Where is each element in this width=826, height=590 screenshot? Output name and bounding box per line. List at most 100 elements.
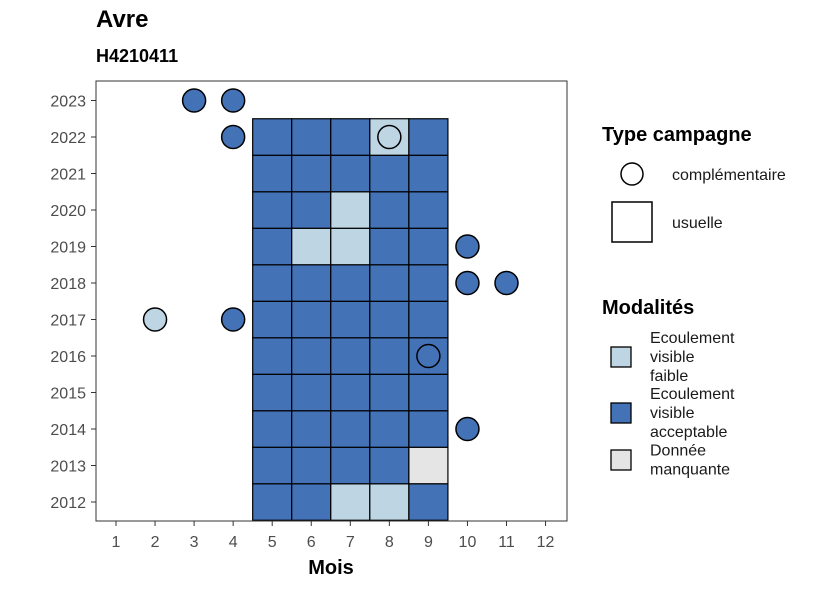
tile-2018-9	[408, 264, 449, 302]
legend-modalite-label-2-1: manquante	[650, 462, 730, 479]
tile-2013-8	[369, 446, 410, 485]
tile-2014-9	[408, 410, 449, 448]
tile-2016-7	[330, 337, 371, 375]
tile-2014-5	[252, 410, 293, 448]
x-tick-label-3: 3	[190, 534, 199, 551]
legend-modalites-title: Modalités	[602, 297, 694, 319]
tile-2015-8	[369, 373, 410, 412]
tile-2012-9	[408, 483, 449, 521]
point-2018-10	[455, 270, 480, 296]
tile-2012-7	[330, 483, 371, 521]
complementaire-points	[142, 88, 519, 442]
tile-2017-6	[291, 300, 332, 339]
tile-2022-6	[291, 118, 332, 156]
tile-2018-6	[291, 264, 332, 302]
tile-2018-8	[369, 264, 410, 302]
point-2019-10	[455, 234, 480, 259]
tile-2021-8	[369, 154, 410, 193]
tile-2012-5	[252, 483, 293, 521]
tile-2017-5	[252, 300, 293, 339]
point-2023-4	[220, 88, 246, 113]
tile-2015-7	[330, 373, 371, 412]
point-2014-10	[455, 416, 480, 442]
y-tick-label-2019: 2019	[50, 240, 86, 257]
legend-modalite-label-0-0: Ecoulement	[650, 330, 735, 347]
legend-modalite-key-1	[610, 402, 632, 424]
point-2023-3	[181, 88, 207, 113]
tile-2018-7	[330, 264, 371, 302]
legend-square-key	[611, 201, 653, 243]
y-axis: 2012 2013 2014 2015 2016 2017 2018 2019 2020 2021…	[50, 94, 96, 512]
point-2022-8	[377, 124, 402, 150]
point-2016-9	[416, 343, 441, 369]
tile-2019-8	[369, 227, 410, 266]
tile-2018-5	[252, 264, 293, 302]
tile-2017-8	[369, 300, 410, 339]
x-tick-label-10: 10	[459, 534, 477, 551]
tile-2013-9	[408, 446, 449, 485]
tile-2015-5	[252, 373, 293, 412]
tile-2015-9	[408, 373, 449, 412]
y-tick-label-2016: 2016	[50, 349, 86, 366]
tile-2012-6	[291, 483, 332, 521]
y-tick-label-2018: 2018	[50, 276, 86, 293]
legend-modalite-label-1-1: visible	[650, 405, 695, 422]
y-tick-label-2020: 2020	[50, 203, 86, 220]
x-axis: 1 2 3 4 5 6 7 8 9 10 11 12	[112, 521, 555, 551]
point-2018-11	[494, 270, 519, 296]
tile-2020-7	[330, 191, 371, 229]
x-tick-label-4: 4	[229, 534, 238, 551]
tile-2021-9	[408, 154, 449, 193]
x-tick-label-5: 5	[268, 534, 277, 551]
tile-2020-5	[252, 191, 293, 229]
tile-2017-7	[330, 300, 371, 339]
legend-modalite-key-2	[610, 449, 632, 471]
x-tick-label-9: 9	[424, 534, 433, 551]
tile-2021-7	[330, 154, 371, 193]
point-2017-4	[220, 307, 246, 332]
legend-modalite-label-1-0: Ecoulement	[650, 386, 735, 403]
tile-2020-9	[408, 191, 449, 229]
y-tick-label-2015: 2015	[50, 386, 86, 403]
legend-modalite-label-2-0: Donnée	[650, 443, 706, 460]
y-tick-label-2012: 2012	[50, 495, 86, 512]
tile-2013-5	[252, 446, 293, 485]
usuelle-tiles	[252, 118, 449, 521]
legend-circle-key	[620, 162, 644, 186]
y-tick-label-2022: 2022	[50, 130, 86, 147]
tile-2016-5	[252, 337, 293, 375]
tile-2019-9	[408, 227, 449, 266]
y-tick-label-2013: 2013	[50, 459, 86, 476]
y-tick-label-2014: 2014	[50, 422, 86, 439]
tile-2014-7	[330, 410, 371, 448]
legend-modalite-label-1-2: acceptable	[650, 424, 727, 441]
legend-modalites: Modalités EcoulementvisiblefaibleEcoulem…	[602, 297, 735, 479]
legend-usuelle-label: usuelle	[672, 215, 723, 232]
chart-title: Avre	[96, 6, 149, 33]
tile-2013-7	[330, 446, 371, 485]
tile-2021-6	[291, 154, 332, 193]
tile-2014-6	[291, 410, 332, 448]
x-tick-label-8: 8	[385, 534, 394, 551]
legend-modalite-key-0	[610, 346, 632, 368]
legend-type-title: Type campagne	[602, 124, 752, 146]
tile-2017-9	[408, 300, 449, 339]
legend-modalite-label-0-1: visible	[650, 349, 695, 366]
tile-2019-7	[330, 227, 371, 266]
tile-2020-6	[291, 191, 332, 229]
x-tick-label-7: 7	[346, 534, 355, 551]
tile-2016-6	[291, 337, 332, 375]
tile-2020-8	[369, 191, 410, 229]
legend-complementaire-label: complémentaire	[672, 167, 786, 184]
tile-2022-5	[252, 118, 293, 156]
x-axis-title: Mois	[308, 557, 354, 579]
tile-2014-8	[369, 410, 410, 448]
y-tick-label-2017: 2017	[50, 313, 86, 330]
tile-2021-5	[252, 154, 293, 193]
legend-type-campagne: Type campagne complémentaire usuelle	[602, 124, 786, 243]
x-tick-label-12: 12	[537, 534, 555, 551]
tile-2012-8	[369, 483, 410, 521]
y-tick-label-2021: 2021	[50, 167, 86, 184]
x-tick-label-2: 2	[151, 534, 160, 551]
